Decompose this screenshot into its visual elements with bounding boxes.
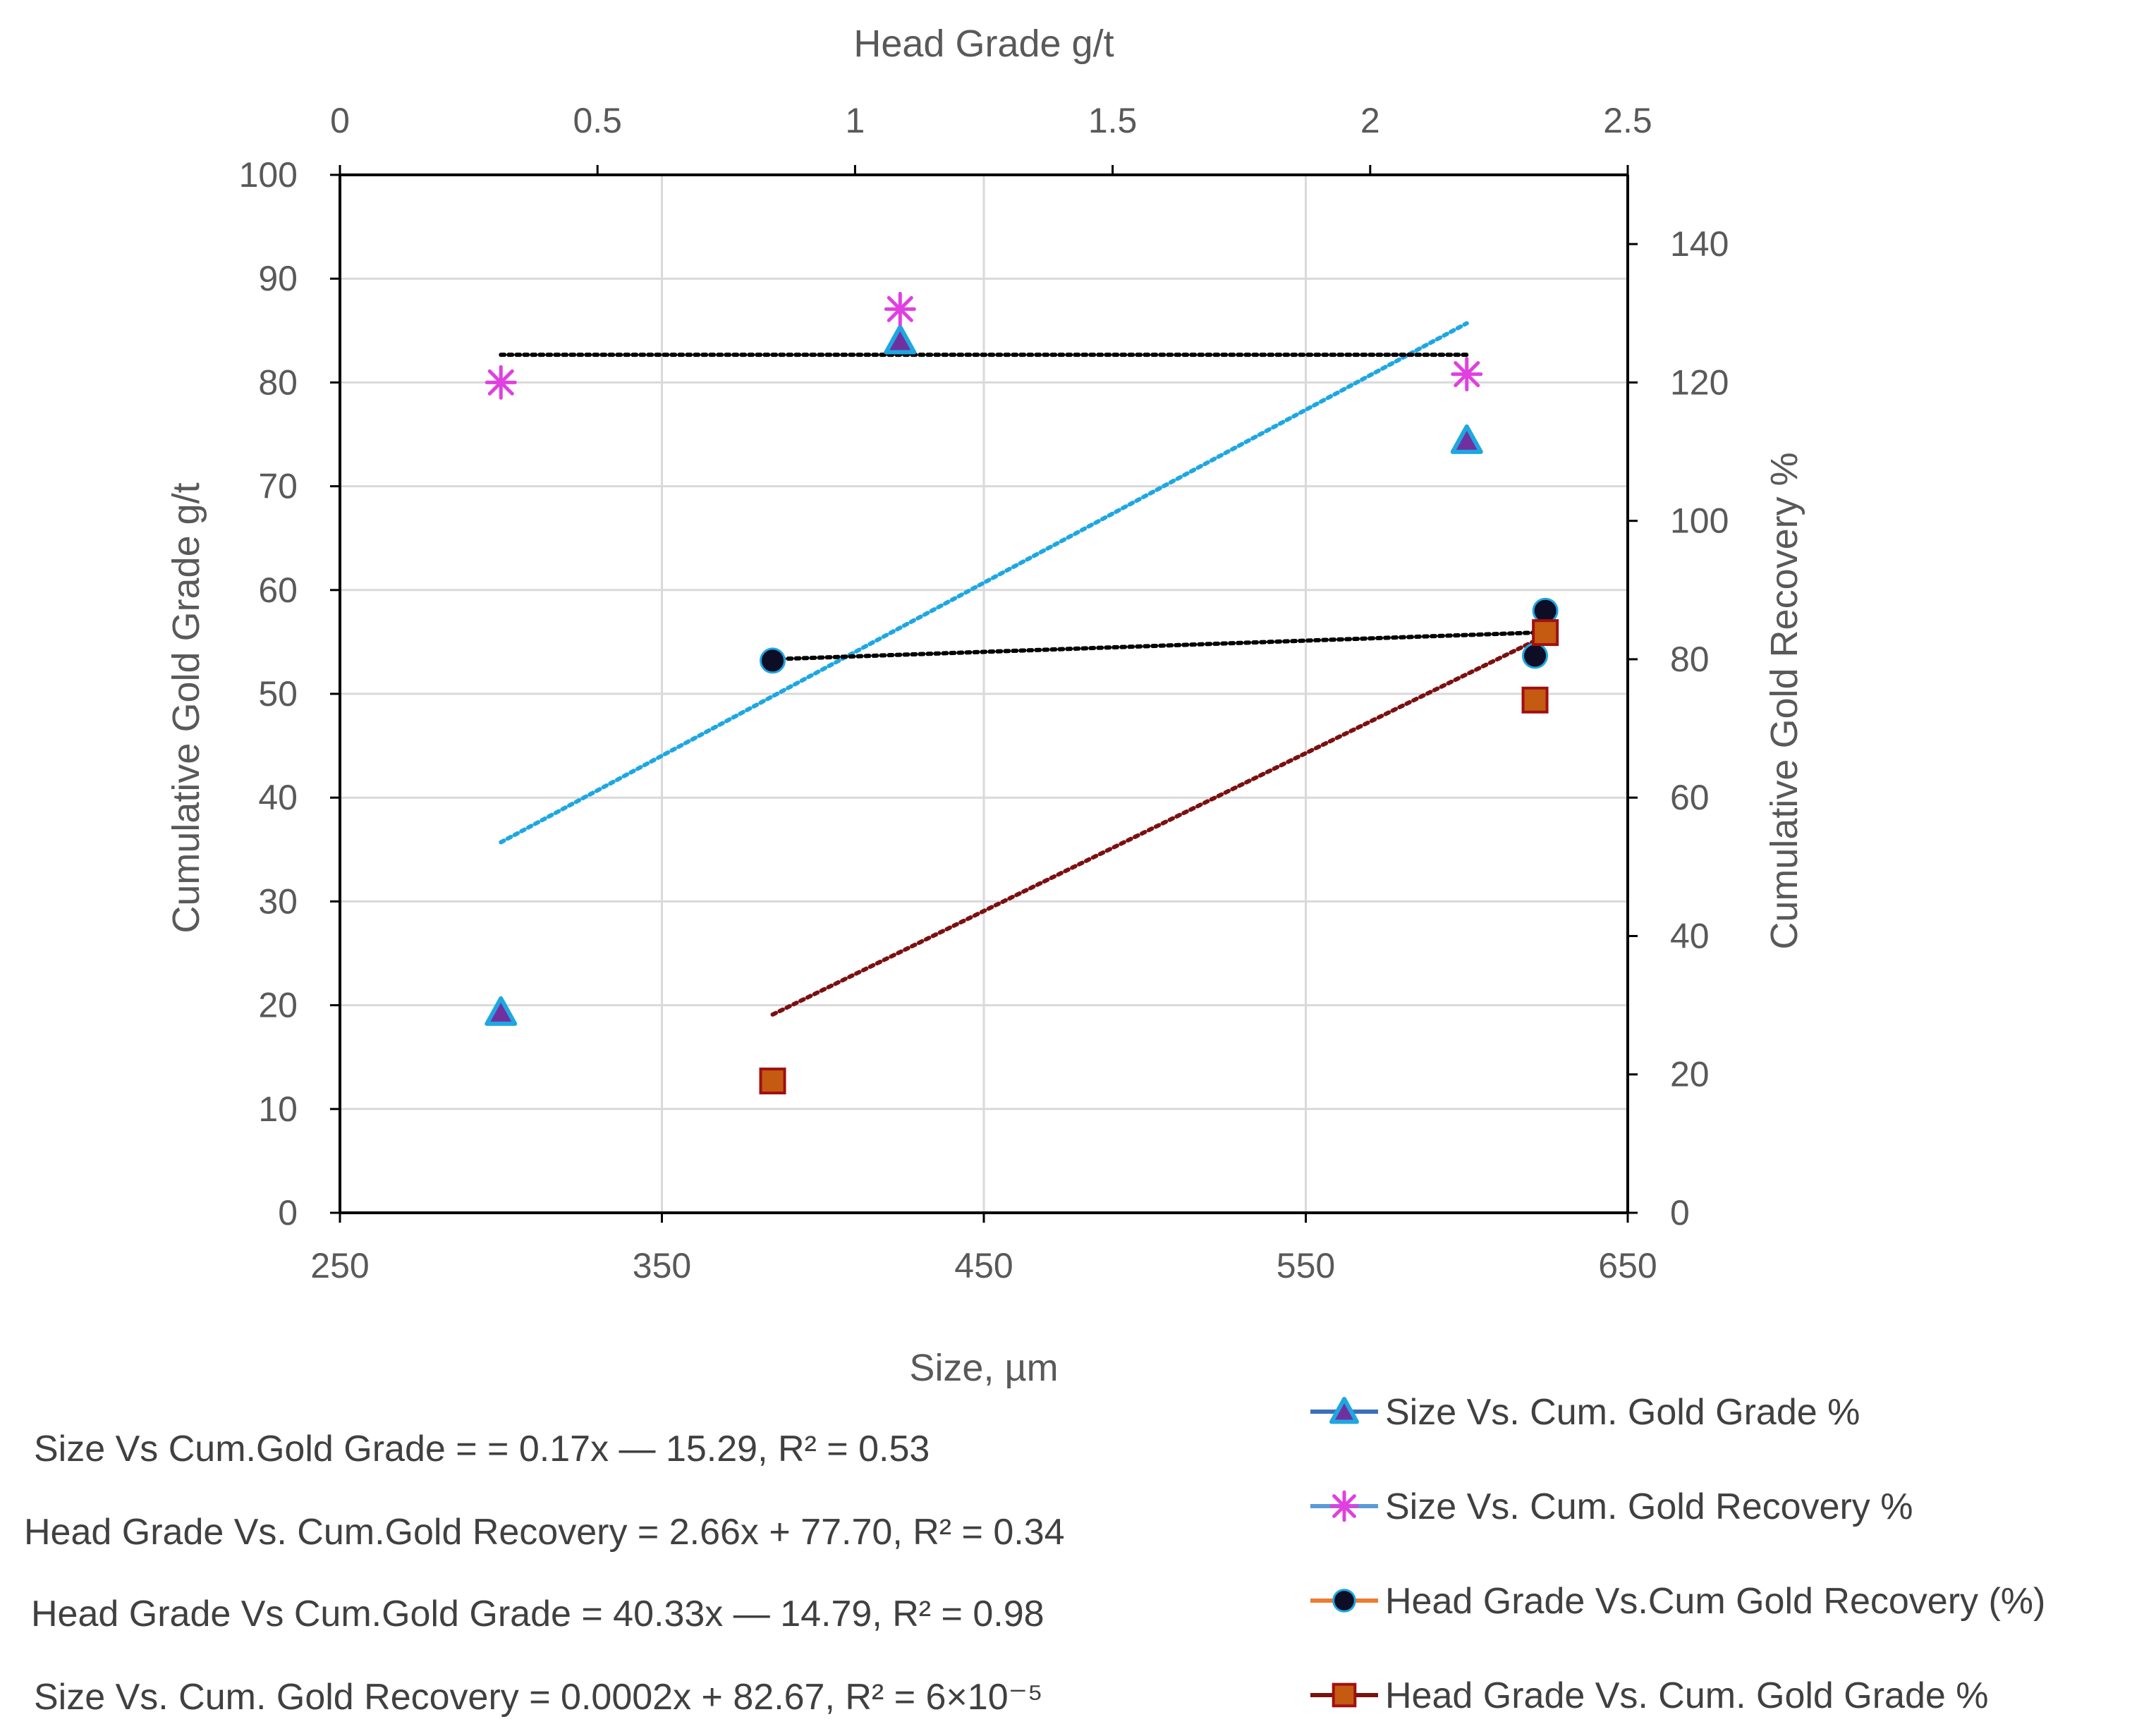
y-tick-label: 60 [258,570,298,610]
equation-label: Head Grade Vs Cum.Gold Grade = 40.33x — … [31,1594,1044,1634]
series-3-points [760,597,1559,674]
series-1-points [485,324,1483,1026]
legend-label: Head Grade Vs.Cum Gold Recovery (%) [1385,1581,2045,1622]
data-point-square [1521,686,1549,714]
equation-label: Size Vs. Cum. Gold Recovery = 0.0002x + … [34,1677,1043,1718]
top-tick-label: 0.5 [573,101,622,140]
y-tick-label: 10 [258,1089,298,1129]
trendline-series-3 [770,630,1548,661]
data-point-triangle [485,996,518,1026]
asterisk-stroke [487,369,514,396]
series-2-points [485,291,1483,400]
right-tick-label: 80 [1670,640,1710,679]
y-tick-label: 40 [258,778,298,817]
legend-item: Head Grade Vs.Cum Gold Recovery (%) [1310,1581,2045,1622]
right-axis-title: Cumulative Gold Recovery % [1763,452,1805,949]
right-tick-label: 40 [1670,916,1710,955]
top-axis-title: Head Grade g/t [853,23,1114,65]
y-axis-title: Cumulative Gold Grade g/t [165,482,207,933]
trendlines [499,321,1548,1017]
right-tick-label: 60 [1670,778,1710,817]
x-tick-label: 350 [633,1246,691,1285]
top-tick-label: 2 [1360,101,1380,140]
data-point-square [759,1068,786,1095]
legend-marker-circle [1332,1589,1356,1613]
data-point-asterisk [1451,357,1483,392]
trendline-series-4 [770,633,1548,1017]
data-point-circle [760,647,786,674]
asterisk-stroke [887,295,913,322]
y-tick-label: 90 [258,259,298,298]
top-tick-label: 2.5 [1603,101,1652,140]
data-point-triangle [1450,424,1483,454]
data-point-asterisk [485,365,517,400]
data-point-asterisk [884,291,916,326]
x-tick-label: 550 [1277,1246,1335,1285]
legend: Size Vs. Cum. Gold Grade % Size Vs. Cum. … [1310,1392,2045,1716]
legend-label: Size Vs. Cum. Gold Grade % [1385,1392,1860,1433]
top-tick-label: 1 [845,101,865,140]
gridlines [339,173,1629,1214]
y-tick-label: 70 [258,467,298,506]
x-tick-label: 650 [1598,1246,1657,1285]
trendline-series-1 [499,321,1469,845]
asterisk-stroke [1332,1494,1356,1518]
y-tick-label: 30 [258,881,298,921]
y-tick-label: 20 [258,986,298,1025]
axes: 250 350 450 550 650 0 0.5 1 1.5 2 2.5 0 10 20 30 40 50 60… [239,101,1729,1285]
legend-marker-triangle [1329,1397,1359,1424]
legend-item: Size Vs. Cum. Gold Grade % [1310,1392,1860,1433]
legend-label: Head Grade Vs. Cum. Gold Grade % [1385,1675,1989,1716]
legend-label: Size Vs. Cum. Gold Recovery % [1385,1486,1913,1527]
legend-marker-square [1332,1682,1357,1708]
x-axis-title: Size, µm [909,1347,1058,1389]
right-tick-label: 140 [1670,224,1729,264]
series-4-points [759,619,1559,1095]
legend-marker-asterisk [1329,1490,1359,1522]
data-point-circle [1532,597,1559,624]
equation-label: Size Vs Cum.Gold Grade = = 0.17x — 15.29… [34,1429,930,1469]
top-tick-label: 1.5 [1088,101,1138,140]
trend-equations: Size Vs Cum.Gold Grade = = 0.17x — 15.29… [24,1429,1065,1718]
x-tick-label: 450 [954,1246,1013,1285]
y-tick-label: 50 [258,674,298,714]
right-tick-label: 120 [1670,362,1729,402]
data-point-circle [1522,642,1549,669]
right-tick-label: 0 [1670,1193,1690,1233]
x-tick-label: 250 [310,1246,369,1285]
y-tick-label: 100 [239,155,298,195]
y-tick-label: 80 [258,362,298,402]
data-point-square [1532,619,1559,647]
equation-label: Head Grade Vs. Cum.Gold Recovery = 2.66x… [24,1512,1065,1553]
top-tick-label: 0 [330,101,350,140]
legend-item: Head Grade Vs. Cum. Gold Grade % [1310,1675,1989,1716]
right-tick-label: 20 [1670,1055,1710,1094]
right-tick-label: 100 [1670,501,1729,541]
legend-item: Size Vs. Cum. Gold Recovery % [1310,1486,1913,1527]
y-tick-label: 0 [278,1193,298,1233]
asterisk-stroke [1454,361,1480,388]
data-point-triangle [884,324,917,355]
